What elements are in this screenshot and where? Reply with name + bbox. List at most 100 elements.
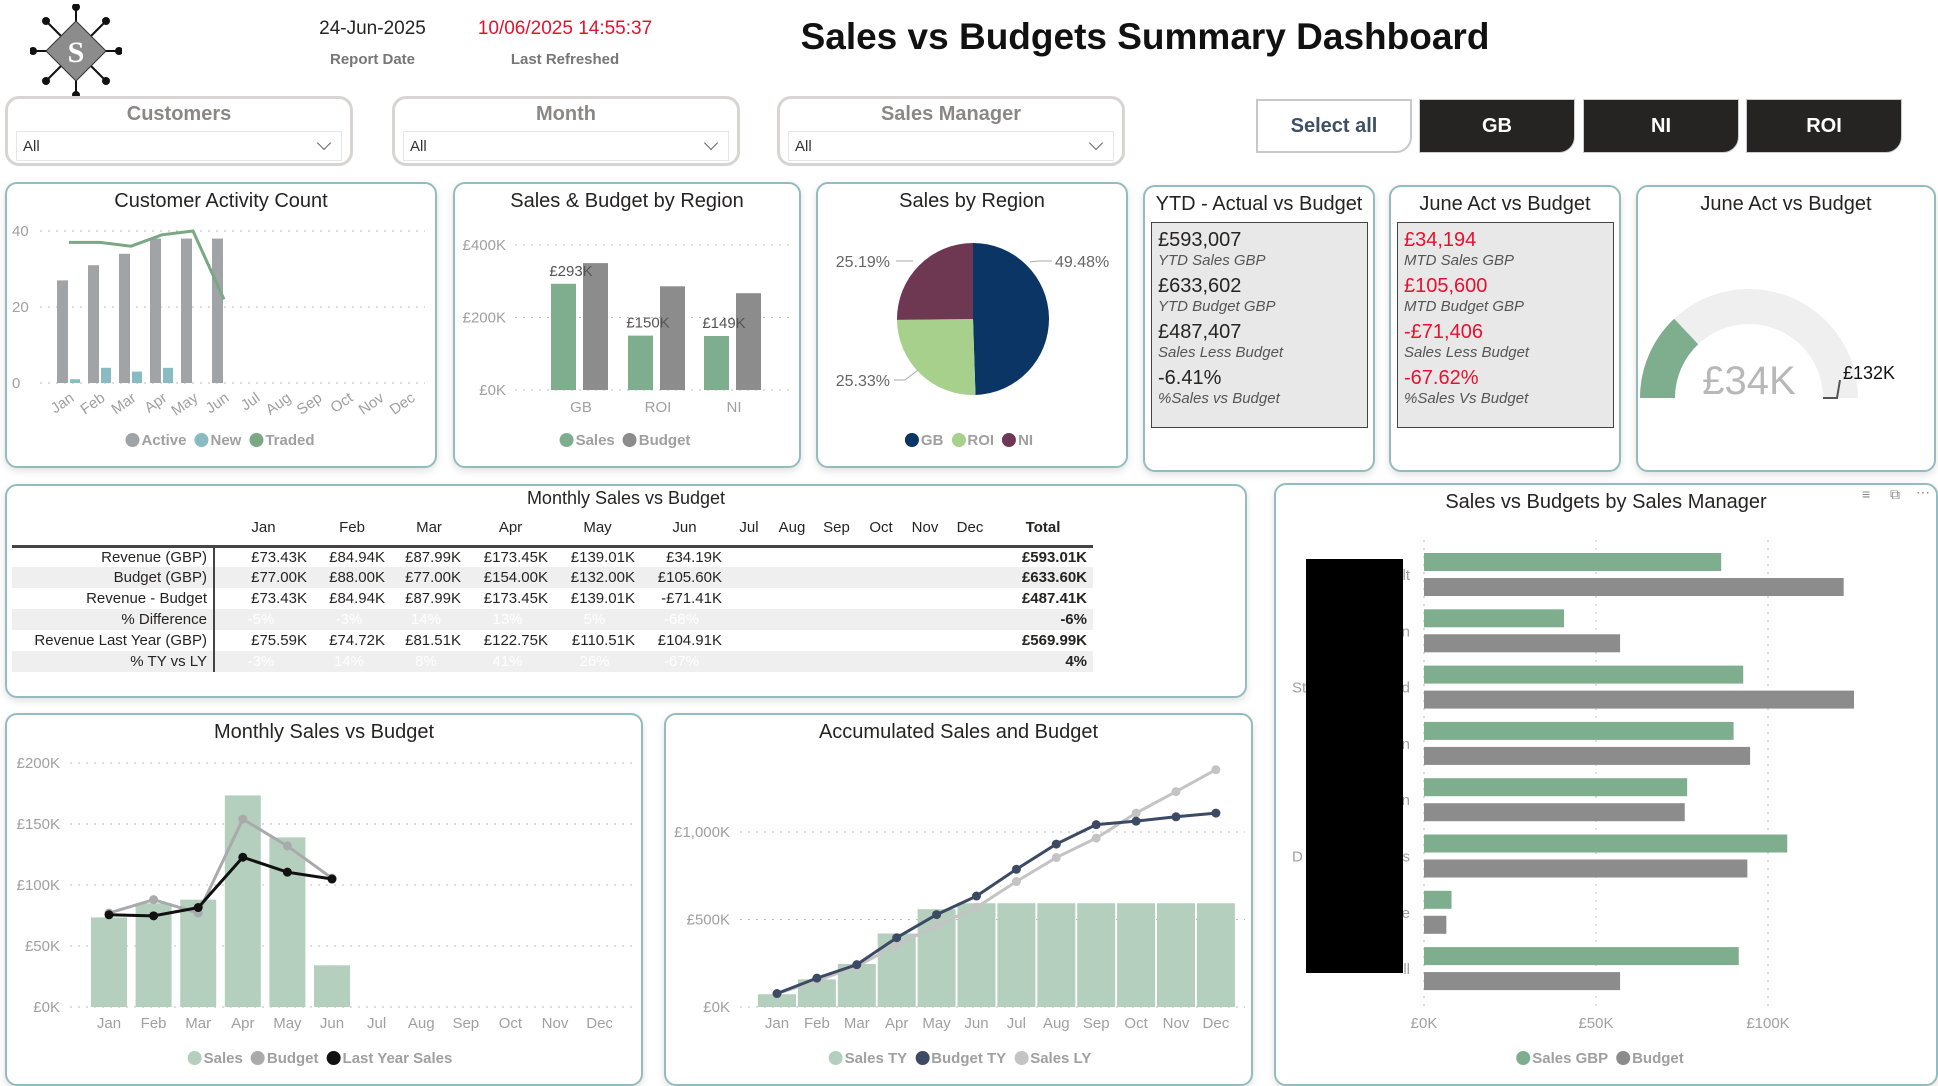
table-cell [947, 651, 993, 672]
legend-item-traded: Traded [249, 432, 315, 449]
report-date-label: Report Date [329, 51, 415, 68]
table-cell [814, 546, 859, 567]
table-header-row: Jan Feb Mar Apr May Jun Jul Aug Sep Oct Nov Dec Tota… [12, 510, 1093, 548]
sales-manager-legend: Sales GBP Budget [1516, 1050, 1684, 1067]
focus-mode-icon[interactable]: ⧉ [1890, 486, 1900, 502]
table-cell: 8% [391, 651, 467, 672]
ytd-kpi-card: YTD - Actual vs Budget £593,007 YTD Sales… [1143, 185, 1375, 472]
table-cell [859, 567, 903, 588]
card-title: Monthly Sales vs Budget [213, 721, 435, 743]
table-cell: £110.51K [571, 632, 635, 649]
table-cell [903, 651, 947, 672]
customer-activity-legend: Active New Traded [125, 432, 315, 449]
sales-budget-region-card: Sales & Budget by Region [453, 182, 801, 468]
more-options-icon[interactable]: ⋯ [1916, 484, 1930, 500]
table-cell: -3% [313, 609, 391, 630]
legend-label: Traded [265, 432, 315, 449]
region-button-roi[interactable]: ROI [1746, 99, 1902, 153]
column-header: Aug [770, 510, 814, 548]
legend-dot-icon [1002, 433, 1017, 447]
slicer-value: All [410, 137, 427, 155]
table-cell: -67% [641, 651, 728, 672]
column-header: Jan [214, 510, 313, 548]
row-total: £569.99K [1021, 632, 1087, 649]
slicer-title: Month [536, 103, 596, 125]
table-cell: £104.91K [657, 632, 722, 649]
ytd-sales-label: YTD Sales GBP [1158, 252, 1266, 269]
card-title: June Act vs Budget [1419, 193, 1591, 215]
table-cell [814, 630, 859, 651]
mtd-pct-label: %Sales Vs Budget [1404, 390, 1529, 407]
legend-dot-icon [1616, 1051, 1631, 1065]
table-cell: £139.01K [570, 548, 635, 566]
ytd-budget-label: YTD Budget GBP [1158, 298, 1276, 315]
legend-label: Sales TY [844, 1050, 908, 1067]
column-header: Sep [814, 510, 859, 548]
ytd-sales-value: £593,007 [1158, 229, 1242, 251]
sales-manager-dropdown[interactable]: All [788, 131, 1114, 161]
ytd-kpi-box: £593,007 YTD Sales GBP £633,602 YTD Budget… [1151, 222, 1368, 428]
table-row: Revenue - Budget £73.43K £84.94K £87.99K £17… [12, 588, 1093, 609]
row-total: £487.41K [1021, 590, 1087, 607]
table-cell [728, 546, 770, 567]
table-row: % Difference -5% -3% 14% 13% 5% -68% -6% [12, 609, 1093, 630]
sales-manager-chart-card: Sales vs Budgets by Sales Manager [1274, 483, 1938, 1086]
column-header: Feb [313, 510, 391, 548]
legend-label: New [210, 432, 242, 449]
mtd-pct-value: -67.62% [1404, 367, 1479, 389]
month-slicer[interactable]: Month All [392, 96, 740, 166]
legend-dot-icon [125, 433, 140, 447]
region-button-ni[interactable]: NI [1583, 99, 1739, 153]
table-cell [859, 588, 903, 609]
table-cell [947, 588, 993, 609]
june-kpi-card: June Act vs Budget £34,194 MTD Sales GBP … [1389, 185, 1621, 472]
table-cell [814, 567, 859, 588]
legend-label: Budget [1632, 1050, 1684, 1067]
legend-label: Active [141, 432, 187, 449]
card-title: Sales & Budget by Region [510, 190, 744, 212]
select-all-button[interactable]: Select all [1256, 99, 1412, 153]
accumulated-legend: Sales TY Budget TY Sales LY [828, 1050, 1091, 1067]
table-cell: £73.43K [251, 548, 307, 566]
card-title: Sales vs Budgets by Sales Manager [1445, 491, 1767, 513]
sales-manager-slicer[interactable]: Sales Manager All [777, 96, 1125, 166]
table-row: Budget (GBP) £77.00K £88.00K £77.00K £154.00… [12, 567, 1093, 588]
card-title: Sales by Region [899, 190, 1045, 212]
card-title: YTD - Actual vs Budget [1155, 193, 1363, 215]
table-cell: £77.00K [391, 567, 467, 588]
legend-dot-icon [951, 433, 966, 447]
table-cell [903, 609, 947, 630]
table-cell: 26% [554, 651, 641, 672]
table-cell: £173.45K [483, 548, 548, 566]
filter-icon[interactable]: ≡ [1862, 486, 1871, 502]
legend-item-budget-ty: Budget TY [915, 1050, 1006, 1067]
slicer-title: Sales Manager [880, 103, 1022, 125]
ytd-budget-value: £633,602 [1158, 275, 1242, 297]
month-dropdown[interactable]: All [403, 131, 729, 161]
customer-activity-card: Customer Activity Count [5, 182, 437, 468]
table-cell [859, 546, 903, 567]
customers-slicer[interactable]: Customers All [5, 96, 353, 166]
table-row: % TY vs LY -3% 14% 8% 41% 26% -67% 4% [12, 651, 1093, 672]
legend-dot-icon [904, 433, 919, 447]
column-header: Total [993, 510, 1093, 548]
legend-label: GB [920, 432, 944, 449]
legend-item-sales: Sales [559, 432, 615, 449]
logo-letter: S [68, 36, 85, 69]
legend-item-last-year: Last Year Sales [326, 1050, 452, 1067]
customers-dropdown[interactable]: All [16, 131, 342, 161]
table-cell [770, 567, 814, 588]
table-cell [903, 567, 947, 588]
table-cell: £84.94K [329, 590, 385, 607]
table-cell [770, 609, 814, 630]
table-cell [903, 630, 947, 651]
legend-label: Sales [203, 1050, 243, 1067]
slicer-title: Customers [126, 103, 232, 125]
row-label: Revenue Last Year (GBP) [12, 630, 215, 651]
legend-item-budget: Budget [250, 1050, 319, 1067]
row-total: £633.60K [993, 567, 1093, 588]
column-header: May [554, 510, 641, 548]
region-button-gb[interactable]: GB [1419, 99, 1575, 153]
mtd-budget-value: £105,600 [1404, 275, 1488, 297]
mtd-sales-value: £34,194 [1404, 229, 1477, 251]
